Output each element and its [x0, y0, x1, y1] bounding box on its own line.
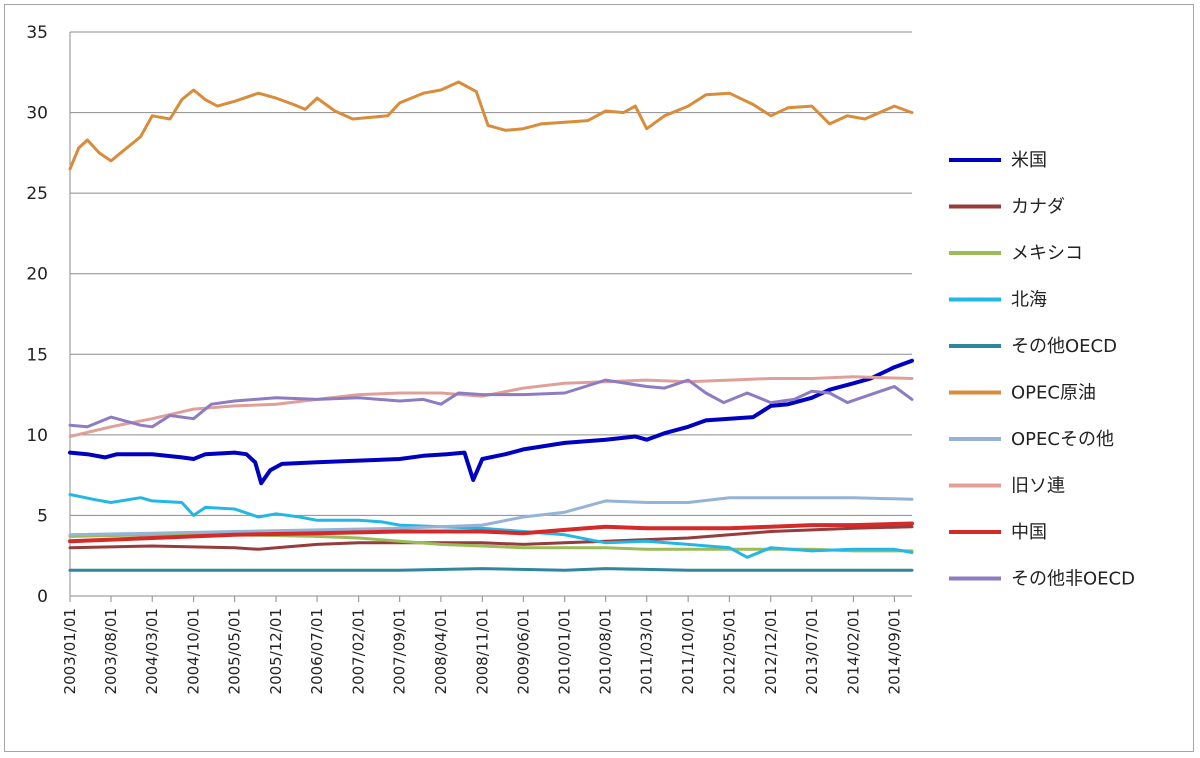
x-tick-label: 2011/03/01: [638, 608, 656, 694]
x-tick-label: 2003/08/01: [102, 608, 120, 694]
series-line-9: [68, 378, 914, 429]
legend-label-8: 中国: [1011, 522, 1047, 543]
x-tick-label: 2011/10/01: [679, 608, 697, 694]
series-line-1: [68, 525, 914, 551]
legend-label-6: OPECその他: [1011, 429, 1114, 450]
x-tick-label: 2006/07/01: [308, 608, 326, 694]
x-tick-label: 2010/08/01: [597, 608, 615, 694]
series-line-6: [68, 496, 914, 537]
legend-label-1: カナダ: [1011, 197, 1065, 218]
legend-label-3: 北海: [1011, 290, 1047, 311]
x-tick-label: 2004/03/01: [143, 608, 161, 694]
legend-label-2: メキシコ: [1011, 243, 1083, 264]
line-chart: 0 5 10 15 20 25 30 35 2003/01/01 2003/08/01 2004/…: [26, 23, 1135, 694]
x-tick-label: 2008/11/01: [473, 608, 491, 694]
y-tick-label: 25: [26, 184, 48, 204]
plot-area: [68, 80, 914, 572]
y-tick-label: 0: [37, 587, 48, 607]
legend-label-9: その他非OECD: [1011, 569, 1135, 590]
series-line-7: [68, 375, 914, 438]
x-tick-label: 2014/02/01: [844, 608, 862, 694]
x-tick-label: 2005/05/01: [226, 608, 244, 694]
x-tick-label: 2007/09/01: [391, 608, 409, 694]
y-tick-label: 20: [26, 265, 48, 285]
x-tick-label: 2012/05/01: [720, 608, 738, 694]
legend-label-4: その他OECD: [1011, 336, 1117, 357]
y-axis: 0 5 10 15 20 25 30 35: [26, 23, 71, 607]
x-tick-label: 2004/10/01: [185, 608, 203, 694]
series-line-5: [68, 80, 914, 171]
x-tick-label: 2013/07/01: [803, 608, 821, 694]
x-tick-label: 2008/04/01: [432, 608, 450, 694]
legend-label-7: 旧ソ連: [1011, 476, 1065, 497]
chart-frame: 0 5 10 15 20 25 30 35 2003/01/01 2003/08/01 2004/…: [4, 4, 1194, 752]
y-tick-label: 30: [26, 104, 48, 124]
x-tick-label: 2003/01/01: [61, 608, 79, 694]
y-tick-label: 10: [26, 426, 48, 446]
y-tick-label: 35: [26, 23, 48, 43]
x-tick-label: 2010/01/01: [556, 608, 574, 694]
x-tick-label: 2005/12/01: [267, 608, 285, 694]
series-line-4: [68, 567, 914, 572]
legend-label-0: 米国: [1011, 150, 1047, 171]
series-line-8: [68, 521, 914, 544]
gridlines: [70, 31, 912, 516]
x-axis: 2003/01/01 2003/08/01 2004/03/01 2004/10/01…: [61, 595, 912, 694]
series-line-0: [68, 358, 914, 486]
x-tick-label: 2012/12/01: [762, 608, 780, 694]
x-tick-label: 2007/02/01: [350, 608, 368, 694]
legend-label-5: OPEC原油: [1011, 383, 1096, 404]
x-tick-label: 2014/09/01: [885, 608, 903, 694]
y-tick-label: 15: [26, 345, 48, 365]
y-tick-label: 5: [37, 506, 48, 526]
x-tick-label: 2009/06/01: [514, 608, 532, 694]
series-line-3: [68, 493, 914, 559]
